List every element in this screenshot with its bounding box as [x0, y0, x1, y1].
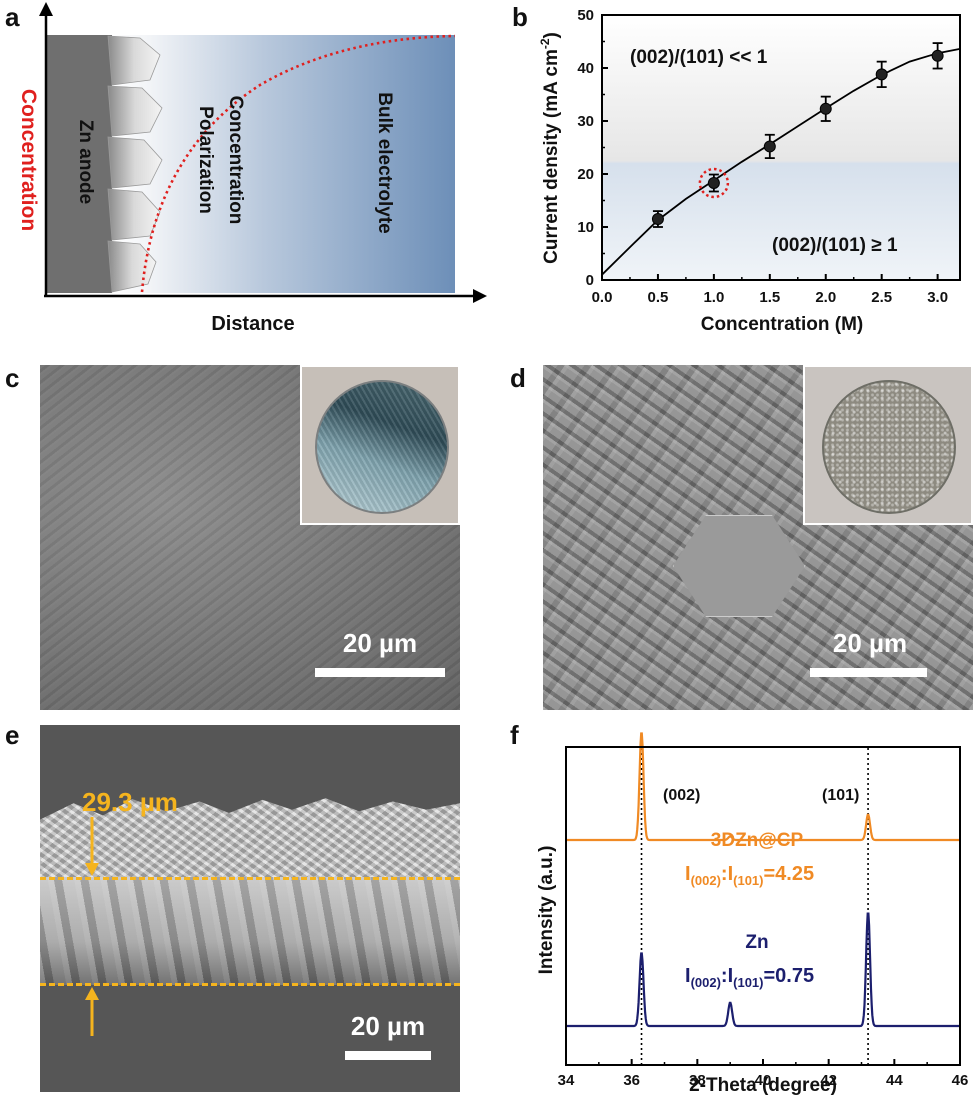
b-xtick-label: 2.0 — [815, 289, 836, 306]
b-xtick-label: 0.5 — [648, 289, 669, 306]
b-data-point — [931, 49, 944, 62]
panel-e-thickness-label: 29.3 µm — [82, 787, 178, 817]
b-plot-background — [602, 15, 960, 280]
panel-b-chart: 0.0 0.5 1.0 1.5 2.0 2.5 3.0 0 10 20 30 40 50 (002)/(… — [538, 7, 961, 335]
panel-f-chart: 34 36 38 40 42 44 46 (002) (101) 3DZn@CP I(002… — [536, 732, 969, 1096]
panel-label-d: d — [510, 363, 526, 393]
b-data-point — [763, 140, 776, 153]
b-ytick-label: 10 — [577, 219, 594, 236]
f-ratio-3dzn-i1: I — [685, 863, 691, 885]
b-ylabel-main: Current density (mA cm — [541, 49, 562, 264]
b-ytick-label: 20 — [577, 166, 594, 183]
panel-c-sem-image: 20 µm — [40, 365, 460, 710]
b-data-point — [707, 177, 720, 190]
f-xtick-label: 38 — [689, 1072, 706, 1089]
panel-d-scale-label: 20 µm — [832, 628, 908, 658]
polished-zn-disc-icon — [315, 380, 449, 514]
b-ylabel: Current density (mA cm-2) — [538, 32, 562, 264]
panel-e-scale-label: 20 µm — [350, 1011, 426, 1041]
f-ratio-3dzn-sep: :I — [721, 863, 733, 885]
a-x-arrow-icon — [473, 289, 487, 303]
a-label-polarization-2: Polarization — [195, 106, 216, 214]
a-ylabel: Concentration — [17, 89, 40, 231]
b-highlight-circle — [698, 167, 730, 199]
f-xtick-label: 42 — [820, 1072, 837, 1089]
b-plot-frame — [601, 14, 961, 281]
panel-e-zn-foil-layer — [40, 877, 460, 985]
b-annotation-bottom: (002)/(101) ≥ 1 — [772, 235, 898, 256]
f-xtick-label: 34 — [558, 1072, 575, 1089]
panel-e-scale-bar — [345, 1051, 431, 1060]
b-data-point — [651, 213, 664, 226]
panel-d-scale-bar — [810, 668, 927, 677]
f-ratio-zn-sub1: (002) — [691, 975, 721, 990]
b-ytick-label: 50 — [577, 7, 594, 24]
panel-d-sem-image: 20 µm — [543, 365, 973, 710]
panel-e-sem-image: 29.3 µm 20 µm — [40, 725, 460, 1092]
f-xtick-label: 40 — [755, 1072, 772, 1089]
b-ytick-label: 40 — [577, 60, 594, 77]
f-plot-frame — [565, 746, 961, 1066]
b-xtick-label: 1.5 — [759, 289, 780, 306]
f-xtick-label: 46 — [952, 1072, 969, 1089]
panel-a-schematic: Concentration Distance Zn anode Concentr… — [17, 2, 487, 335]
f-ratio-3dzn-value: =4.25 — [764, 863, 815, 885]
panel-e-dashed-line-top — [40, 877, 460, 880]
f-peak-label-002: (002) — [663, 787, 700, 804]
f-xtick-label: 36 — [623, 1072, 640, 1089]
panel-label-b: b — [512, 2, 528, 32]
f-series-name-zn: Zn — [745, 932, 768, 953]
b-ytick-label: 30 — [577, 113, 594, 130]
b-xtick-label: 3.0 — [927, 289, 948, 306]
f-ratio-zn-sub2: (101) — [733, 975, 763, 990]
f-series-line-3dzn — [566, 732, 959, 842]
f-xtick-label: 44 — [886, 1072, 903, 1089]
panel-label-f: f — [510, 720, 519, 750]
panel-e-dashed-line-bottom — [40, 983, 460, 986]
b-ylabel-sup: -2 — [538, 38, 552, 49]
panel-label-c: c — [5, 363, 20, 393]
f-ratio-zn-value: =0.75 — [764, 965, 815, 987]
f-peak-label-101: (101) — [822, 787, 859, 804]
a-label-anode: Zn anode — [75, 120, 96, 204]
f-series-line-zn — [566, 912, 959, 1028]
f-ratio-3dzn-sub1: (002) — [691, 873, 721, 888]
a-label-polarization-1: Concentration — [225, 96, 246, 225]
panel-label-a: a — [5, 2, 20, 32]
a-y-arrow-icon — [39, 2, 53, 16]
b-xtick-label: 1.0 — [703, 289, 724, 306]
panel-label-e: e — [5, 720, 20, 750]
a-xlabel: Distance — [211, 313, 294, 335]
concentration-curve — [140, 34, 456, 293]
panel-d-hexagonal-platelet — [673, 515, 805, 617]
f-ratio-3dzn: I(002):I(101)=4.25 — [685, 863, 814, 888]
f-ratio-zn: I(002):I(101)=0.75 — [685, 965, 814, 990]
f-ylabel: Intensity (a.u.) — [536, 846, 557, 975]
a-label-bulk: Bulk electrolyte — [374, 92, 395, 234]
panel-c-scale-label: 20 µm — [342, 628, 418, 658]
f-xlabel: 2-Theta (degree) — [689, 1075, 837, 1096]
arrow-up-icon — [85, 987, 99, 1000]
zn-anode-block — [46, 35, 112, 293]
panel-c-inset-photo — [300, 365, 460, 525]
b-ytick-label: 0 — [586, 272, 594, 289]
deposited-zn-disc-icon — [822, 380, 956, 514]
b-xtick-label: 0.0 — [592, 289, 613, 306]
b-ylabel-close: ) — [541, 32, 562, 38]
electrolyte-region — [108, 35, 455, 293]
f-ratio-zn-sep: :I — [721, 965, 733, 987]
f-ratio-zn-i1: I — [685, 965, 691, 987]
b-data-point — [819, 102, 832, 115]
b-xtick-label: 2.5 — [871, 289, 892, 306]
panel-c-scale-bar — [315, 668, 445, 677]
b-annotation-top: (002)/(101) << 1 — [630, 47, 768, 68]
panel-d-inset-photo — [803, 365, 973, 525]
b-xlabel: Concentration (M) — [701, 314, 864, 335]
arrow-down-icon — [85, 863, 99, 876]
b-data-point — [875, 68, 888, 81]
panel-e-thickness-arrows — [85, 817, 99, 1036]
f-series-name-3dzn: 3DZn@CP — [711, 830, 804, 851]
f-ratio-3dzn-sub2: (101) — [733, 873, 763, 888]
